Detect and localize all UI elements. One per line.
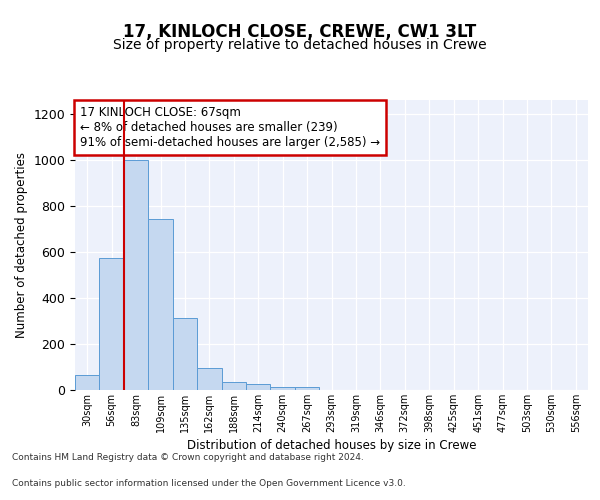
- Text: Contains public sector information licensed under the Open Government Licence v3: Contains public sector information licen…: [12, 478, 406, 488]
- Bar: [271, 386, 295, 390]
- Bar: [295, 386, 319, 390]
- Bar: [221, 382, 246, 390]
- Bar: [75, 375, 100, 390]
- Bar: [246, 384, 271, 390]
- Text: 17, KINLOCH CLOSE, CREWE, CW1 3LT: 17, KINLOCH CLOSE, CREWE, CW1 3LT: [124, 22, 476, 40]
- Bar: [124, 160, 148, 390]
- Bar: [100, 258, 124, 390]
- Text: Contains HM Land Registry data © Crown copyright and database right 2024.: Contains HM Land Registry data © Crown c…: [12, 454, 364, 462]
- Bar: [148, 218, 173, 390]
- Text: Size of property relative to detached houses in Crewe: Size of property relative to detached ho…: [113, 38, 487, 52]
- X-axis label: Distribution of detached houses by size in Crewe: Distribution of detached houses by size …: [187, 439, 476, 452]
- Bar: [173, 318, 197, 390]
- Y-axis label: Number of detached properties: Number of detached properties: [15, 152, 28, 338]
- Bar: [197, 368, 221, 390]
- Text: 17 KINLOCH CLOSE: 67sqm
← 8% of detached houses are smaller (239)
91% of semi-de: 17 KINLOCH CLOSE: 67sqm ← 8% of detached…: [80, 106, 380, 149]
